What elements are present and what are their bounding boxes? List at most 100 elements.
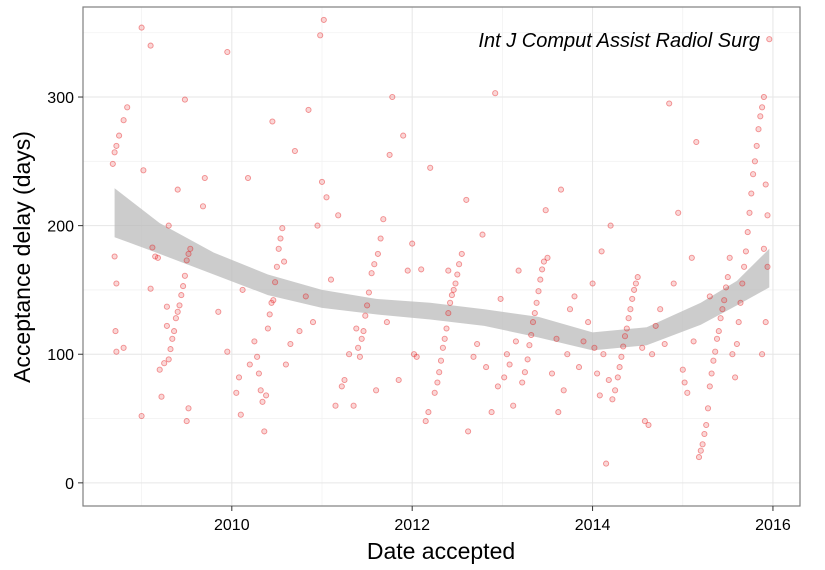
- data-point: [621, 333, 629, 340]
- minor-gridlines: [83, 7, 800, 506]
- data-point: [291, 147, 298, 155]
- data-point: [255, 370, 262, 377]
- data-point: [138, 412, 145, 420]
- data-point: [458, 250, 465, 257]
- y-tick-label: 0: [65, 476, 74, 493]
- data-point: [753, 142, 760, 149]
- data-point: [165, 222, 172, 229]
- data-point: [719, 306, 726, 313]
- data-point: [454, 271, 461, 278]
- points-layer: [109, 16, 773, 467]
- data-point: [704, 405, 712, 412]
- data-point: [492, 90, 499, 97]
- data-point: [742, 248, 749, 255]
- data-point: [699, 441, 706, 448]
- data-point: [614, 374, 621, 381]
- data-point: [548, 370, 556, 377]
- data-point: [441, 335, 448, 342]
- data-point: [703, 421, 710, 429]
- data-point: [528, 331, 535, 339]
- data-point: [327, 276, 335, 283]
- data-point: [618, 353, 625, 360]
- data-point: [356, 353, 363, 360]
- data-point: [427, 164, 434, 171]
- data-point: [557, 186, 565, 193]
- data-point: [400, 132, 407, 139]
- data-point: [741, 263, 748, 270]
- data-point: [431, 389, 438, 396]
- data-point: [365, 289, 372, 296]
- data-point: [364, 302, 371, 309]
- data-point: [199, 203, 207, 210]
- data-point: [371, 261, 378, 268]
- data-point: [305, 106, 312, 113]
- data-point: [282, 361, 289, 368]
- data-point: [355, 344, 362, 351]
- data-point: [317, 32, 324, 39]
- data-point: [180, 283, 187, 290]
- data-point: [318, 178, 326, 185]
- data-point: [456, 261, 463, 268]
- data-point: [279, 225, 286, 232]
- data-point: [409, 240, 416, 247]
- data-point: [439, 344, 446, 351]
- data-point: [268, 299, 275, 306]
- data-point: [314, 222, 321, 229]
- data-point: [760, 245, 767, 252]
- data-point: [759, 104, 766, 111]
- data-point: [474, 340, 481, 348]
- data-point: [380, 216, 387, 223]
- data-point: [533, 299, 540, 306]
- data-point: [172, 315, 179, 322]
- data-point: [373, 387, 380, 394]
- data-point: [690, 338, 697, 345]
- data-point: [670, 280, 677, 287]
- panel-border: [82, 6, 801, 507]
- data-point: [764, 212, 771, 219]
- data-point: [140, 167, 147, 174]
- data-point: [657, 306, 664, 313]
- y-tick-label: 200: [47, 219, 74, 236]
- data-point: [374, 250, 381, 257]
- data-point: [254, 353, 261, 360]
- data-point: [368, 270, 375, 277]
- data-point: [629, 295, 636, 302]
- data-point: [147, 42, 154, 49]
- data-point: [418, 266, 425, 273]
- data-point: [479, 231, 486, 238]
- data-point: [535, 288, 542, 295]
- data-point: [161, 360, 168, 367]
- data-point: [760, 93, 767, 101]
- data-point: [762, 181, 769, 188]
- data-point: [113, 348, 120, 355]
- data-point: [224, 48, 231, 56]
- data-point: [666, 100, 673, 107]
- data-point: [320, 16, 327, 23]
- data-point: [639, 344, 646, 351]
- data-point: [425, 409, 432, 416]
- data-point: [362, 312, 369, 319]
- data-point: [215, 308, 222, 315]
- data-point: [272, 279, 279, 286]
- data-point: [712, 348, 719, 355]
- data-point: [404, 267, 411, 274]
- data-point: [757, 113, 764, 120]
- data-point: [598, 248, 605, 255]
- data-point: [684, 389, 691, 396]
- data-point: [244, 174, 252, 182]
- data-point: [575, 364, 583, 371]
- data-point: [661, 340, 668, 348]
- data-point: [287, 340, 294, 348]
- data-point: [715, 328, 722, 335]
- data-point: [766, 36, 773, 43]
- major-gridlines: [83, 7, 800, 506]
- data-point: [515, 267, 522, 274]
- x-tick-label: 2012: [394, 517, 430, 534]
- chart-annotation: Int J Comput Assist Radiol Surg: [478, 30, 760, 52]
- data-point: [138, 24, 145, 31]
- data-point: [163, 322, 170, 329]
- data-point: [564, 351, 571, 358]
- data-point: [737, 299, 744, 306]
- data-point: [762, 319, 769, 326]
